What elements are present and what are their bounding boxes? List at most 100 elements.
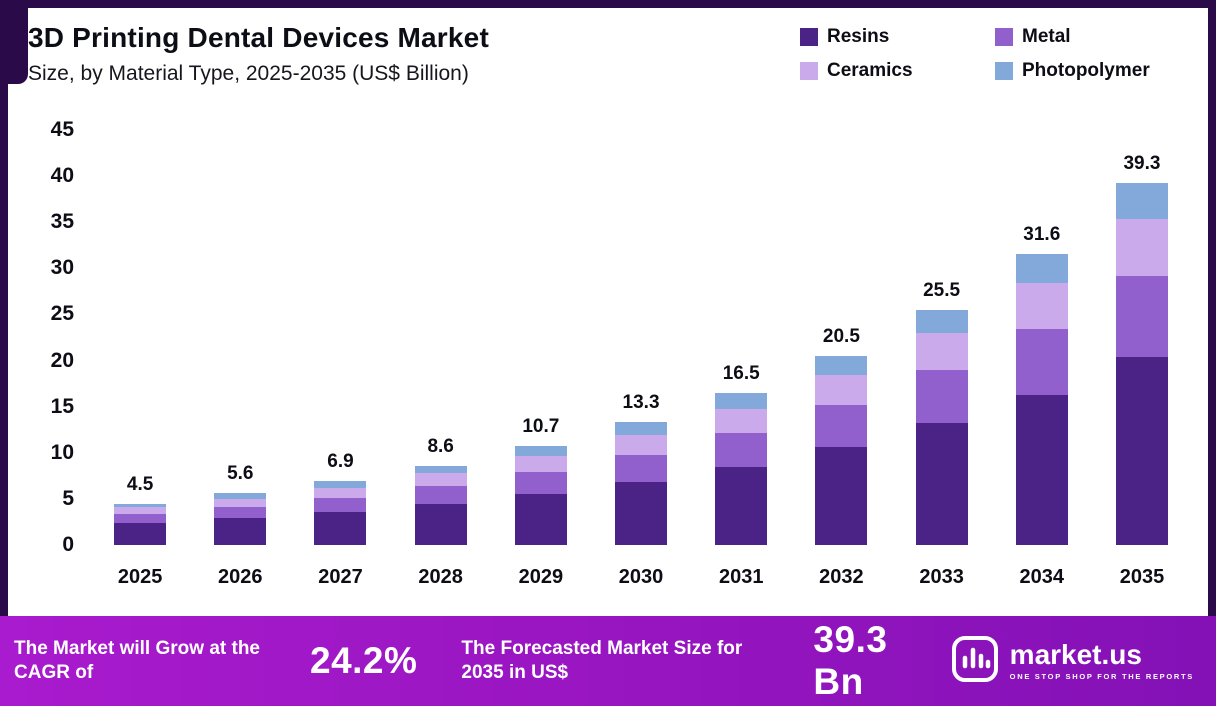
bar-segment-resins	[314, 511, 367, 545]
bar-segment-photopolymer	[615, 422, 668, 436]
y-axis-tick: 40	[50, 164, 74, 188]
bar-segment-ceramics	[214, 498, 267, 508]
bar-segment-photopolymer	[915, 309, 968, 333]
legend-label: Metal	[1022, 26, 1071, 47]
bar-stack	[815, 355, 868, 545]
bar-segment-photopolymer	[715, 392, 768, 409]
legend-item-metal: Metal	[995, 26, 1190, 48]
y-axis-tick: 25	[50, 302, 74, 326]
bar-group-2027: 6.9 2027	[290, 130, 390, 588]
bar-stack	[715, 392, 768, 545]
x-axis-label: 2033	[919, 566, 964, 588]
bar-segment-ceramics	[1115, 218, 1168, 276]
bar-stack	[214, 493, 267, 545]
legend-item-ceramics: Ceramics	[800, 60, 995, 82]
bar-segment-metal	[915, 369, 968, 424]
bar-group-2035: 39.3 2035	[1092, 130, 1192, 588]
bar-group-2034: 31.6 2034	[992, 130, 1092, 588]
stacked-bar-chart: 0 5 10 15 20 25 30 35 40 45 4.5 2025 5.6 2026 6.9 2027…	[28, 118, 1192, 595]
bar-segment-ceramics	[314, 487, 367, 498]
corner-accent	[8, 8, 28, 84]
bar-segment-metal	[514, 472, 567, 495]
bar-segment-ceramics	[114, 507, 167, 514]
forecast-value: 39.3 Bn	[813, 619, 888, 702]
chart-title: 3D Printing Dental Devices Market	[28, 22, 489, 53]
bar-total-label: 16.5	[722, 362, 760, 384]
legend-swatch-icon	[995, 62, 1013, 80]
brand-text: market.us ONE STOP SHOP FOR THE REPORTS	[1009, 641, 1194, 682]
bar-segment-resins	[715, 466, 768, 545]
bar-group-2029: 10.7 2029	[491, 130, 591, 588]
bar-segment-resins	[1115, 356, 1168, 545]
bar-segment-ceramics	[1015, 283, 1068, 330]
bar-segment-photopolymer	[214, 493, 267, 499]
legend-label: Resins	[827, 26, 890, 47]
bar-segment-resins	[615, 482, 668, 545]
bar-segment-ceramics	[414, 473, 467, 486]
bar-total-label: 13.3	[622, 392, 660, 414]
y-axis: 0 5 10 15 20 25 30 35 40 45	[28, 118, 90, 556]
y-axis-tick: 30	[50, 256, 74, 280]
cagr-label: The Market will Grow at the CAGR of	[14, 638, 260, 683]
bar-total-label: 25.5	[923, 279, 961, 301]
x-axis-label: 2035	[1119, 566, 1165, 588]
bar-stack	[915, 309, 968, 545]
bar-segment-metal	[715, 432, 768, 467]
plot-area: 4.5 2025 5.6 2026 6.9 2027 8.6 2028 10.7 2029 13.3…	[90, 130, 1192, 588]
bar-segment-metal	[1115, 275, 1168, 357]
chart-header: 3D Printing Dental Devices Market Size, …	[28, 22, 1192, 86]
bar-group-2028: 8.6 2028	[391, 130, 491, 588]
x-axis-label: 2030	[618, 566, 664, 588]
bar-segment-metal	[414, 485, 467, 504]
bar-segment-resins	[915, 423, 968, 545]
legend-label: Ceramics	[827, 60, 913, 81]
x-axis-label: 2028	[418, 566, 463, 588]
bar-segment-metal	[314, 497, 367, 512]
y-axis-tick: 15	[50, 394, 74, 418]
bar-total-label: 5.6	[227, 463, 254, 485]
bar-group-2031: 16.5 2031	[691, 130, 791, 588]
bar-segment-resins	[514, 494, 567, 545]
bar-group-2030: 13.3 2030	[591, 130, 691, 588]
chart-panel: 3D Printing Dental Devices Market Size, …	[8, 8, 1208, 616]
y-axis-tick: 5	[62, 486, 74, 510]
bar-stack	[114, 503, 167, 545]
bar-segment-ceramics	[915, 332, 968, 370]
bar-segment-photopolymer	[314, 481, 367, 488]
bar-stack	[1015, 253, 1068, 545]
bar-segment-photopolymer	[815, 355, 868, 376]
bar-total-label: 31.6	[1023, 223, 1061, 245]
legend-item-photopolymer: Photopolymer	[995, 60, 1190, 82]
brand-tagline: ONE STOP SHOP FOR THE REPORTS	[1009, 672, 1194, 681]
bar-segment-photopolymer	[1115, 182, 1168, 219]
bar-segment-photopolymer	[114, 503, 167, 508]
bar-total-label: 6.9	[327, 451, 354, 473]
bar-segment-ceramics	[715, 408, 768, 433]
bar-segment-resins	[414, 503, 467, 545]
bar-stack	[1115, 182, 1168, 545]
bar-segment-metal	[815, 404, 868, 448]
bar-segment-ceramics	[615, 435, 668, 455]
x-axis-label: 2034	[1019, 566, 1065, 588]
legend-label: Photopolymer	[1022, 60, 1150, 81]
cagr-value: 24.2%	[310, 640, 418, 681]
y-axis-tick: 45	[50, 118, 74, 141]
bar-total-label: 4.5	[126, 473, 154, 495]
x-axis-label: 2025	[117, 566, 163, 588]
bar-total-label: 8.6	[427, 435, 454, 457]
forecast-label: The Forecasted Market Size for 2035 in U…	[461, 638, 743, 683]
bar-segment-ceramics	[514, 456, 567, 473]
bar-segment-ceramics	[815, 375, 868, 405]
bar-group-2032: 20.5 2032	[791, 130, 891, 588]
bar-segment-resins	[815, 447, 868, 545]
bar-group-2026: 5.6 2026	[190, 130, 290, 588]
footer-banner: The Market will Grow at the CAGR of 24.2…	[0, 616, 1216, 706]
chart-legend: Resins Metal Ceramics Photopolymer	[800, 26, 1190, 82]
marketus-brand: market.us ONE STOP SHOP FOR THE REPORTS	[951, 635, 1198, 688]
legend-swatch-icon	[800, 28, 818, 46]
bar-total-label: 39.3	[1123, 152, 1161, 174]
x-axis-label: 2029	[518, 566, 564, 588]
bar-stack	[615, 422, 668, 545]
bar-stack	[314, 481, 367, 545]
